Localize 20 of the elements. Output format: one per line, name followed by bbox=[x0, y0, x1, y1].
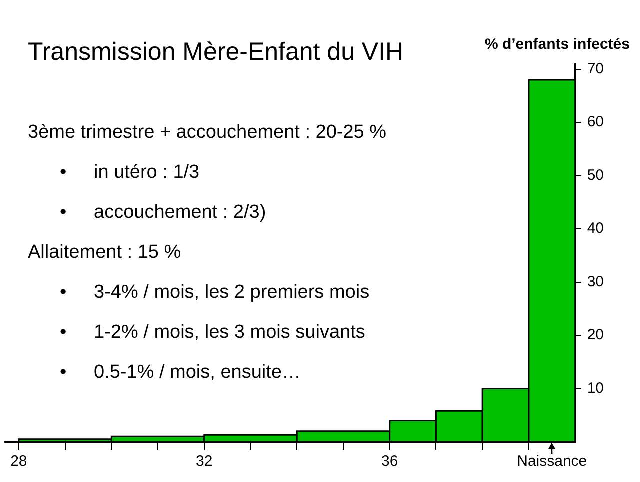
text: • in utéro : 1/3 bbox=[60, 162, 200, 183]
y-tick-label: 40 bbox=[587, 220, 604, 238]
y-tick-label: 30 bbox=[587, 273, 604, 290]
annotation: Allaitement : 15 % bbox=[28, 242, 182, 263]
x-tick-label: 28 bbox=[10, 453, 28, 470]
text: • 3-4% / mois, les 2 premiers mois bbox=[60, 282, 370, 303]
y-tick-label: 60 bbox=[587, 114, 604, 131]
annotation: 3ème trimestre + accouchement : 20-25 % bbox=[28, 122, 387, 143]
y-tick-label: 20 bbox=[587, 326, 604, 344]
text: • accouchement : 2/3) bbox=[60, 202, 266, 223]
x-tick-label: 36 bbox=[382, 453, 398, 470]
x-tick-label: 32 bbox=[196, 453, 213, 470]
y-tick-label: 50 bbox=[587, 166, 604, 184]
y-tick-label: 70 bbox=[587, 60, 604, 78]
text: • 0.5-1% / mois, ensuite… bbox=[60, 362, 301, 383]
y-axis-title: % d’enfants infectés bbox=[484, 36, 630, 53]
x-tick-label: Naissance bbox=[517, 453, 588, 470]
y-tick-label: 10 bbox=[587, 380, 604, 397]
chart-title: Transmission Mère-Enfant du VIH bbox=[28, 38, 404, 67]
text: • 1-2% / mois, les 3 mois suivants bbox=[60, 322, 366, 343]
